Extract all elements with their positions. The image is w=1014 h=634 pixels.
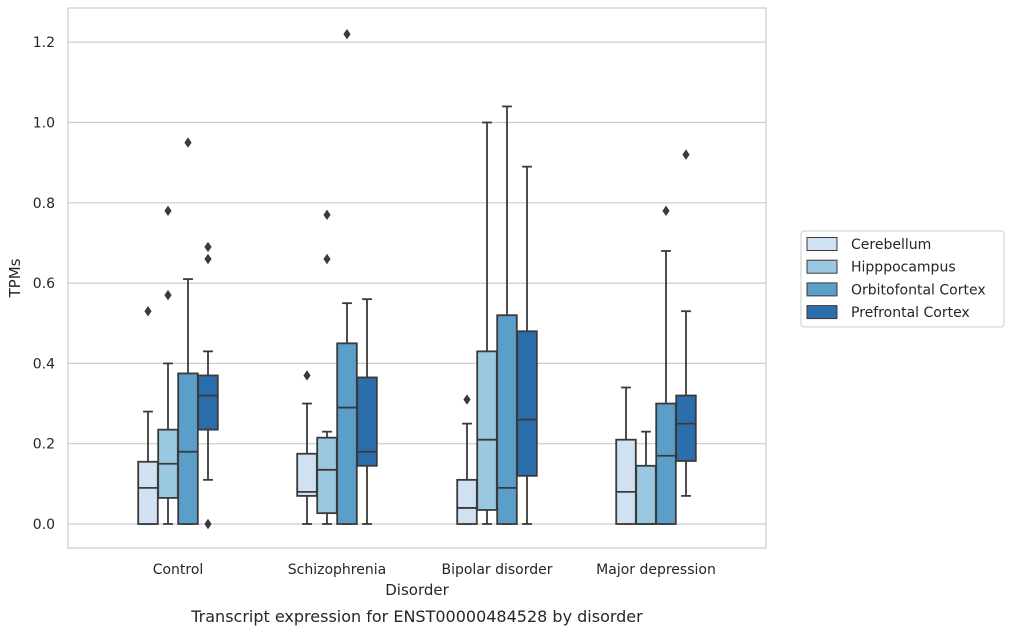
y-tick-label: 0.0 [33, 517, 55, 533]
box [615, 438, 637, 525]
outlier-point [164, 205, 172, 217]
outlier-point [662, 205, 670, 217]
outlier-point [323, 209, 331, 221]
box-group [655, 205, 677, 525]
legend-frame [800, 230, 1005, 328]
y-tick-label: 0.6 [33, 276, 55, 292]
y-tick-label: 0.4 [33, 356, 55, 372]
y-tick-labels: 0.0 0.2 0.4 0.6 0.8 1.0 1.2 [33, 35, 55, 533]
x-tick-label: Control [153, 562, 204, 578]
box [655, 402, 677, 525]
box [456, 478, 478, 525]
legend-swatch [806, 259, 838, 274]
box [296, 452, 318, 497]
box-group [615, 386, 637, 525]
box-group [356, 298, 378, 525]
box [336, 342, 358, 525]
y-tick-label: 1.2 [33, 35, 55, 51]
outlier-point [323, 253, 331, 265]
x-axis-label: Disorder [385, 581, 449, 599]
legend-label: Prefrontal Cortex [851, 305, 970, 321]
y-axis-label: TPMs [6, 258, 24, 298]
box [496, 314, 518, 525]
box-group [516, 165, 538, 525]
legend-swatch [806, 282, 838, 297]
chart-caption: Transcript expression for ENST0000048452… [190, 607, 643, 626]
outlier-point [164, 289, 172, 301]
outlier-point [303, 370, 311, 381]
x-tick-label: Major depression [596, 562, 716, 578]
outlier-point [184, 137, 192, 148]
box-group [476, 121, 498, 525]
y-tick-label: 0.2 [33, 437, 55, 453]
box-group [157, 205, 179, 525]
box-group [496, 105, 518, 525]
box [356, 376, 378, 467]
outlier-point [204, 253, 212, 265]
box [635, 464, 657, 525]
box-group [177, 137, 199, 525]
box [316, 436, 338, 515]
box [675, 394, 697, 462]
legend-label: Hipppocampus [851, 260, 956, 276]
outlier-point [144, 306, 152, 317]
boxes [137, 28, 697, 530]
legend-swatch [806, 237, 838, 251]
x-tick-label: Schizophrenia [288, 562, 386, 578]
outlier-point [204, 518, 212, 530]
outlier-point [204, 241, 212, 253]
y-tick-label: 0.8 [33, 196, 55, 212]
x-tick-labels: Control Schizophrenia Bipolar disorder Majo… [153, 562, 716, 578]
outlier-point [463, 394, 471, 405]
box [197, 374, 219, 431]
legend-swatch [806, 305, 838, 320]
box-group [316, 209, 338, 525]
box [137, 460, 159, 525]
legend: Cerebellum Hipppocampus Orbitofontal Corte… [800, 230, 1005, 328]
box-group [197, 241, 219, 530]
outlier-point [343, 28, 351, 40]
box [476, 350, 498, 511]
box [516, 330, 538, 477]
x-tick-label: Bipolar disorder [441, 562, 552, 578]
y-tick-label: 1.0 [33, 116, 55, 132]
outlier-point [682, 149, 690, 160]
legend-label: Orbitofontal Cortex [851, 282, 986, 298]
box [177, 372, 199, 525]
legend-label: Cerebellum [851, 237, 931, 253]
box-group [675, 149, 697, 497]
